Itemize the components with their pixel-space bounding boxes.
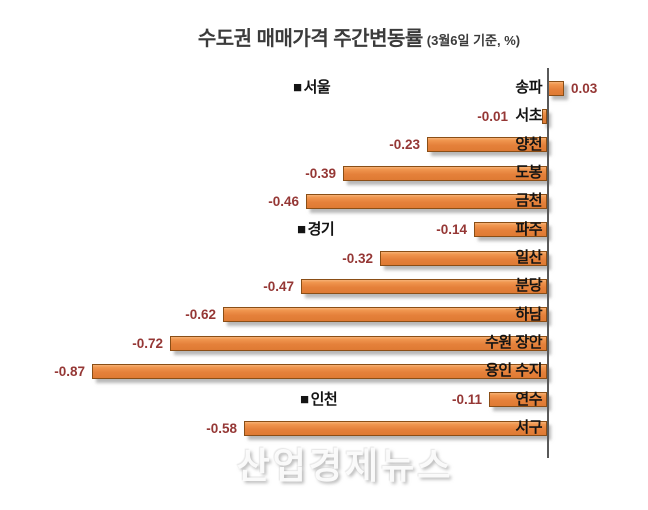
value-label: -0.14 — [436, 222, 467, 237]
bar-도봉 — [343, 166, 547, 181]
region-square-icon: ■ — [297, 221, 306, 238]
value-label: -0.87 — [54, 364, 85, 379]
value-label: -0.01 — [477, 109, 508, 124]
bar-서구 — [244, 421, 547, 436]
category-label: 서초 — [515, 107, 542, 124]
bar-금천 — [306, 194, 547, 209]
region-name: 서울 — [303, 79, 331, 96]
value-axis-line — [547, 68, 549, 458]
category-label: 도봉 — [515, 164, 542, 181]
bar-양천 — [427, 137, 547, 152]
value-label: -0.23 — [389, 137, 420, 152]
value-label: -0.62 — [185, 307, 216, 322]
bar-수원 장안 — [170, 336, 547, 351]
region-square-icon: ■ — [293, 79, 302, 96]
category-label: 양천 — [515, 136, 542, 153]
bar-연수 — [489, 392, 547, 407]
bar-송파 — [548, 81, 564, 96]
region-name: 경기 — [307, 221, 335, 238]
chart-title-suffix: (3월6일 기준, %) — [426, 33, 521, 48]
bar-하남 — [223, 307, 547, 322]
region-label-서울: ■ 서울 — [293, 79, 331, 97]
value-label: -0.46 — [268, 194, 299, 209]
category-label: 분당 — [515, 277, 542, 294]
value-label: -0.47 — [263, 279, 294, 294]
category-label: 연수 — [515, 391, 542, 408]
value-label: -0.11 — [451, 392, 482, 407]
bar-파주 — [474, 222, 547, 237]
value-label: 0.03 — [571, 81, 598, 96]
category-label: 일산 — [515, 249, 542, 266]
category-label: 송파 — [515, 79, 542, 96]
bar-분당 — [301, 279, 547, 294]
value-label: -0.58 — [206, 421, 237, 436]
region-label-인천: ■ 인천 — [300, 391, 338, 409]
bar-서초 — [542, 109, 547, 124]
watermark: 산업경제뉴스 — [236, 445, 454, 486]
category-label: 서구 — [515, 419, 542, 436]
bar-용인 수지 — [92, 364, 547, 379]
region-name: 인천 — [310, 391, 338, 408]
category-label: 수원 장안 — [485, 334, 542, 351]
bar-일산 — [380, 251, 547, 266]
value-label: -0.72 — [132, 336, 163, 351]
category-label: 하남 — [515, 306, 542, 323]
chart-title-main: 수도권 매매가격 주간변동률 — [197, 28, 423, 50]
value-label: -0.39 — [305, 166, 336, 181]
category-label: 파주 — [515, 221, 542, 238]
category-label: 용인 수지 — [485, 362, 542, 379]
category-label: 금천 — [515, 192, 542, 209]
value-label: -0.32 — [342, 251, 373, 266]
region-square-icon: ■ — [300, 391, 309, 408]
region-label-경기: ■ 경기 — [297, 221, 335, 239]
chart-title: 수도권 매매가격 주간변동률 (3월6일 기준, %) — [70, 22, 648, 51]
